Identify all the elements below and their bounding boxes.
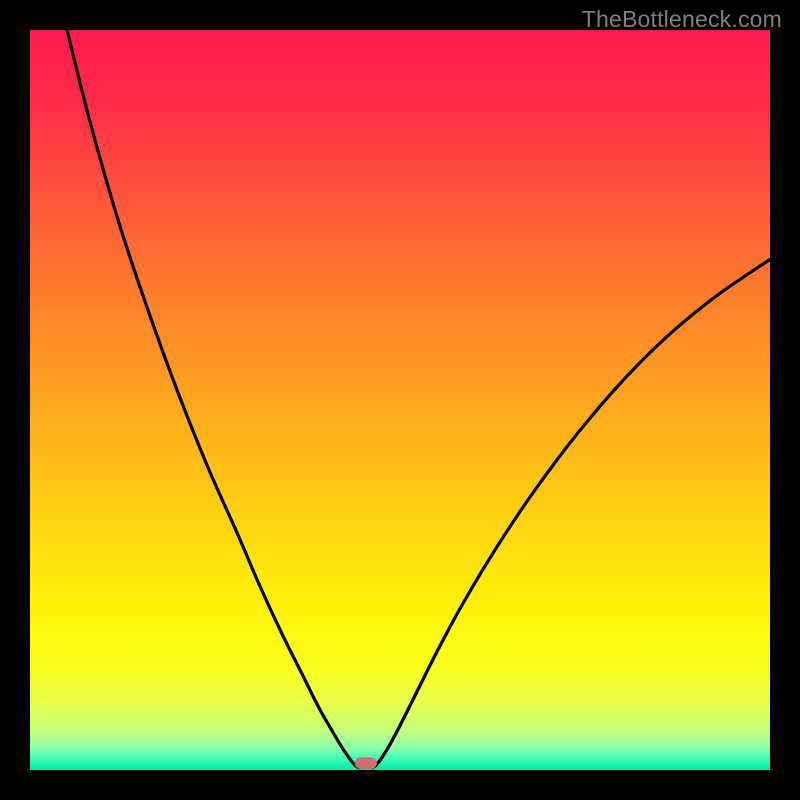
curve-left-branch: [67, 30, 359, 768]
chart-frame: TheBottleneck.com: [0, 0, 800, 800]
watermark-text: TheBottleneck.com: [582, 6, 782, 33]
plot-area: [30, 30, 770, 770]
curve-right-branch: [373, 259, 770, 767]
min-point-marker: [355, 757, 377, 769]
curve-layer: [30, 30, 770, 770]
